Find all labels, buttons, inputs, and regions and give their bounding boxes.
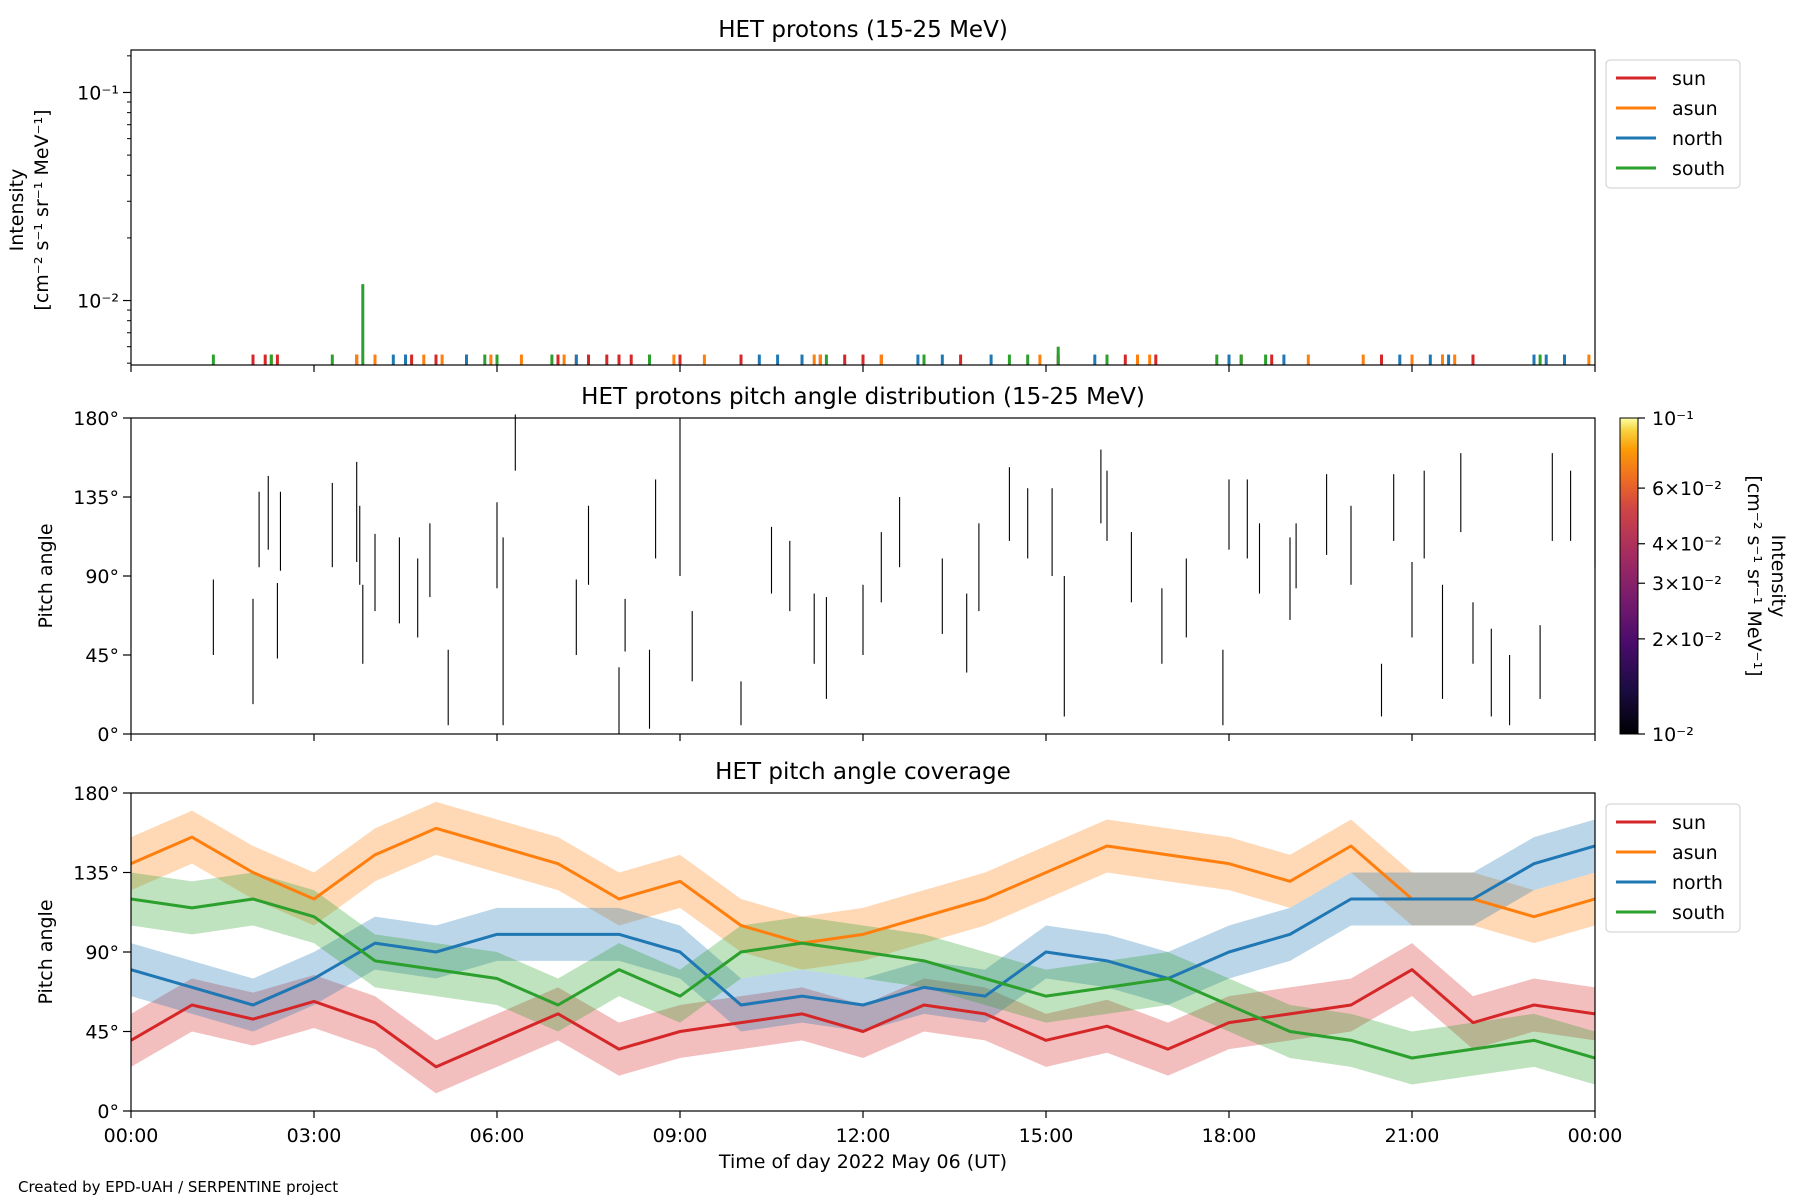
x-tick-label-4: 12:00: [836, 1125, 891, 1147]
panel-intensity: HET protons (15-25 MeV) 10⁻¹ 10⁻² Intensi…: [6, 17, 1741, 372]
legend2-label-south: south: [1672, 902, 1725, 924]
panel1-ylabel-line1: Intensity: [6, 169, 28, 252]
x-tick-label-1: 03:00: [287, 1125, 342, 1147]
legend2-item-sun: sun: [1616, 812, 1706, 834]
panel1-legend: sun asun north south: [1605, 59, 1741, 189]
legend2-item-north: north: [1616, 872, 1723, 894]
legend2-label-asun: asun: [1672, 842, 1718, 864]
colorbar-tick-label-3: 3×10⁻²: [1652, 573, 1722, 595]
panel2-y-axis: 180° 135° 90° 45° 0°: [73, 408, 131, 746]
p2-yticks-label-1: 135°: [73, 487, 119, 509]
panel2-segments: [212, 414, 1596, 734]
line-sun: [131, 968, 1595, 1069]
legend2-item-south: south: [1616, 902, 1725, 924]
p2-yticks-label-0: 180°: [73, 408, 119, 430]
p2-yticks-label-4: 0°: [97, 724, 119, 746]
colorbar-gradient: [1619, 417, 1639, 735]
panel1-ylabel-line2: [cm⁻² s⁻¹ sr⁻¹ MeV⁻¹]: [31, 109, 53, 310]
panel1-frame: [130, 49, 1596, 366]
panel3-bands: [131, 801, 1595, 1094]
panel3-x-axis: 00:00 03:00 06:00 09:00 12:00 15:00 18:00 21:00…: [104, 1111, 1623, 1147]
p3-yticks-label-2: 90°: [85, 942, 119, 964]
p2-yticks-label-3: 45°: [85, 645, 119, 667]
legend-item-asun: asun: [1616, 98, 1718, 120]
panel-pitch-angle-coverage: HET pitch angle coverage 180° 135° 90° 45° 0…: [35, 759, 1741, 1173]
p2-yticks-label-2: 90°: [85, 566, 119, 588]
panel3-lines: [131, 826, 1595, 1069]
colorbar-ticks: 10⁻¹ 6×10⁻² 4×10⁻² 3×10⁻² 2×10⁻² 10⁻²: [1638, 408, 1722, 746]
panel3-ylabel: Pitch angle: [35, 899, 57, 1004]
colorbar-label-line2: [cm⁻² s⁻¹ sr⁻¹ MeV⁻¹]: [1743, 475, 1765, 676]
panel1-title: HET protons (15-25 MeV): [718, 17, 1008, 43]
legend-label-sun: sun: [1672, 68, 1706, 90]
legend-item-south: south: [1616, 158, 1725, 180]
colorbar-tick-label-1: 6×10⁻²: [1652, 478, 1722, 500]
band-sun: [131, 943, 1595, 1094]
p3-yticks-label-4: 0°: [97, 1101, 119, 1123]
x-tick-label-8: 00:00: [1568, 1125, 1623, 1147]
line-asun: [131, 826, 1595, 945]
legend2-label-sun: sun: [1672, 812, 1706, 834]
p3-yticks-label-0: 180°: [73, 783, 119, 805]
colorbar-tick-label-2: 4×10⁻²: [1652, 534, 1722, 556]
panel2-frame: [130, 417, 1596, 735]
x-tick-label-2: 06:00: [470, 1125, 525, 1147]
band-south: [131, 872, 1595, 1085]
x-axis-label: Time of day 2022 May 06 (UT): [718, 1151, 1007, 1173]
panel1-x-ticks: [130, 365, 1596, 372]
panel2-ylabel: Pitch angle: [35, 523, 57, 628]
x-tick-label-3: 09:00: [653, 1125, 708, 1147]
x-tick-label-0: 00:00: [104, 1125, 159, 1147]
p1-ytick-label-1: 10⁻²: [77, 291, 119, 313]
legend-item-sun: sun: [1616, 68, 1706, 90]
colorbar-label-line1: Intensity: [1767, 535, 1789, 618]
panel3-legend: sun asun north south: [1605, 803, 1741, 933]
band-north: [131, 819, 1595, 1032]
panel2-title: HET protons pitch angle distribution (15…: [581, 384, 1145, 410]
panel3-y-axis: 180° 135° 90° 45° 0°: [73, 783, 131, 1123]
band-asun: [131, 801, 1595, 970]
x-tick-label-5: 15:00: [1019, 1125, 1074, 1147]
legend-label-north: north: [1672, 128, 1723, 150]
legend2-label-north: north: [1672, 872, 1723, 894]
legend2-item-asun: asun: [1616, 842, 1718, 864]
panel2-x-ticks: [130, 734, 1596, 741]
x-tick-label-6: 18:00: [1202, 1125, 1257, 1147]
line-south: [131, 897, 1595, 1060]
colorbar-tick-label-0: 10⁻¹: [1652, 408, 1694, 430]
legend-label-asun: asun: [1672, 98, 1718, 120]
p1-ytick-label-0: 10⁻¹: [77, 82, 119, 104]
panel-pitch-angle-distribution: HET protons pitch angle distribution (15…: [35, 384, 1789, 746]
legend-item-north: north: [1616, 128, 1723, 150]
credit-text: Created by EPD-UAH / SERPENTINE project: [18, 1178, 338, 1196]
line-north: [131, 844, 1595, 1007]
legend-label-south: south: [1672, 158, 1725, 180]
x-tick-label-7: 21:00: [1385, 1125, 1440, 1147]
colorbar-tick-label-5: 10⁻²: [1652, 724, 1694, 746]
panel1-y-axis: 10⁻¹ 10⁻²: [77, 55, 131, 364]
panel1-spikes: [211, 284, 1591, 365]
panel3-title: HET pitch angle coverage: [715, 759, 1011, 785]
p3-yticks-label-1: 135°: [73, 863, 119, 885]
colorbar-tick-label-4: 2×10⁻²: [1652, 629, 1722, 651]
p3-yticks-label-3: 45°: [85, 1022, 119, 1044]
colorbar: 10⁻¹ 6×10⁻² 4×10⁻² 3×10⁻² 2×10⁻² 10⁻² Intensi…: [1619, 408, 1789, 746]
